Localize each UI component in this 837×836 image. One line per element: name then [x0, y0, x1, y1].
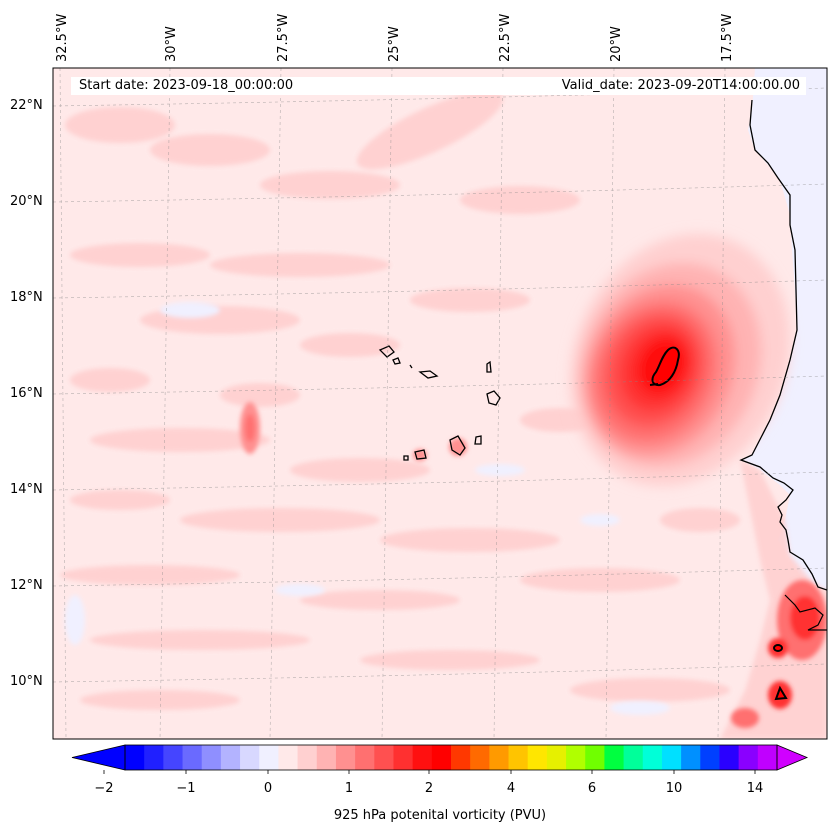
cyclone-contour: [651, 346, 680, 387]
colorbar-bin: [431, 745, 452, 770]
colorbar-bin: [297, 745, 318, 770]
colorbar-bin: [546, 745, 567, 770]
colorbar-bin: [470, 745, 490, 770]
lat-label: 20°N: [10, 194, 43, 209]
colorbar: [71, 744, 809, 774]
lon-label: 27.5°W: [276, 13, 291, 62]
lat-label: 18°N: [10, 290, 43, 305]
colorbar-tick-label: 2: [424, 781, 434, 796]
lon-label: 17.5°W: [720, 13, 735, 62]
colorbar-bin: [661, 745, 682, 770]
colorbar-bin: [719, 745, 740, 770]
colorbar-bin: [393, 745, 414, 770]
colorbar-tick-label: 0: [263, 781, 273, 796]
colorbar-bin: [623, 745, 644, 770]
colorbar-bin: [738, 745, 759, 770]
colorbar-bin: [259, 745, 279, 770]
colorbar-under-arrow: [71, 744, 126, 771]
map-gridlines: [53, 68, 827, 739]
colorbar-bin: [163, 745, 184, 770]
colorbar-bin: [278, 745, 299, 770]
colorbar-bin: [604, 745, 625, 770]
lon-label: 30°W: [164, 26, 179, 62]
colorbar-bin: [374, 745, 394, 770]
colorbar-bin: [144, 745, 164, 770]
colorbar-bin: [757, 745, 778, 770]
map-frame: [52, 67, 828, 740]
colorbar-bin: [316, 745, 337, 770]
colorbar-tick-label: 14: [746, 781, 764, 796]
lon-label: 20°W: [609, 26, 624, 62]
colorbar-bin: [585, 745, 605, 770]
date-info-bar: Start date: 2023-09-18_00:00:00 Valid_da…: [71, 77, 806, 95]
lon-label: 32.5°W: [55, 13, 70, 62]
colorbar-bin: [240, 745, 260, 770]
colorbar-tick-label: 10: [665, 781, 683, 796]
map-panel: [53, 68, 827, 739]
lat-label: 10°N: [10, 674, 43, 689]
colorbar-bin: [220, 745, 241, 770]
pv-negative-patches: [65, 302, 670, 715]
colorbar-bin: [451, 745, 471, 770]
lon-label: 22.5°W: [498, 13, 513, 62]
pv-streaks-light: [60, 90, 740, 710]
colorbar-bin: [508, 745, 529, 770]
valid-date-label: Valid_date: 2023-09-20T14:00:00.00: [561, 78, 800, 93]
colorbar-label: 925 hPa potenital vorticity (PVU): [333, 808, 547, 823]
colorbar-bin: [201, 745, 222, 770]
colorbar-tick-label: 1: [344, 781, 354, 796]
lat-label: 14°N: [10, 482, 43, 497]
lat-label: 22°N: [10, 98, 43, 113]
colorbar-frame: [124, 744, 778, 771]
colorbar-tick-label: 4: [506, 781, 516, 796]
colorbar-tick-label: 6: [587, 781, 597, 796]
colorbar-bin: [642, 745, 663, 770]
colorbar-bin: [335, 745, 356, 770]
colorbar-tick-label: −2: [94, 781, 114, 796]
colorbar-bin: [566, 745, 586, 770]
africa-landmass: [741, 68, 827, 590]
colorbar-bin: [489, 745, 510, 770]
colorbar-bin: [681, 745, 701, 770]
colorbar-tick-label: −1: [176, 781, 196, 796]
colorbar-bin: [527, 745, 548, 770]
cape-verde-islands: [378, 345, 501, 461]
colorbar-bin: [412, 745, 433, 770]
lat-label: 12°N: [10, 578, 43, 593]
lon-label: 25°W: [387, 26, 402, 62]
colorbar-bin: [355, 745, 375, 770]
colorbar-bin: [182, 745, 203, 770]
start-date-label: Start date: 2023-09-18_00:00:00: [79, 78, 294, 93]
colorbar-bin: [125, 745, 145, 770]
colorbar-bin: [700, 745, 720, 770]
colorbar-over-arrow: [776, 744, 809, 771]
african-coastline: [739, 99, 827, 591]
lat-label: 16°N: [10, 386, 43, 401]
